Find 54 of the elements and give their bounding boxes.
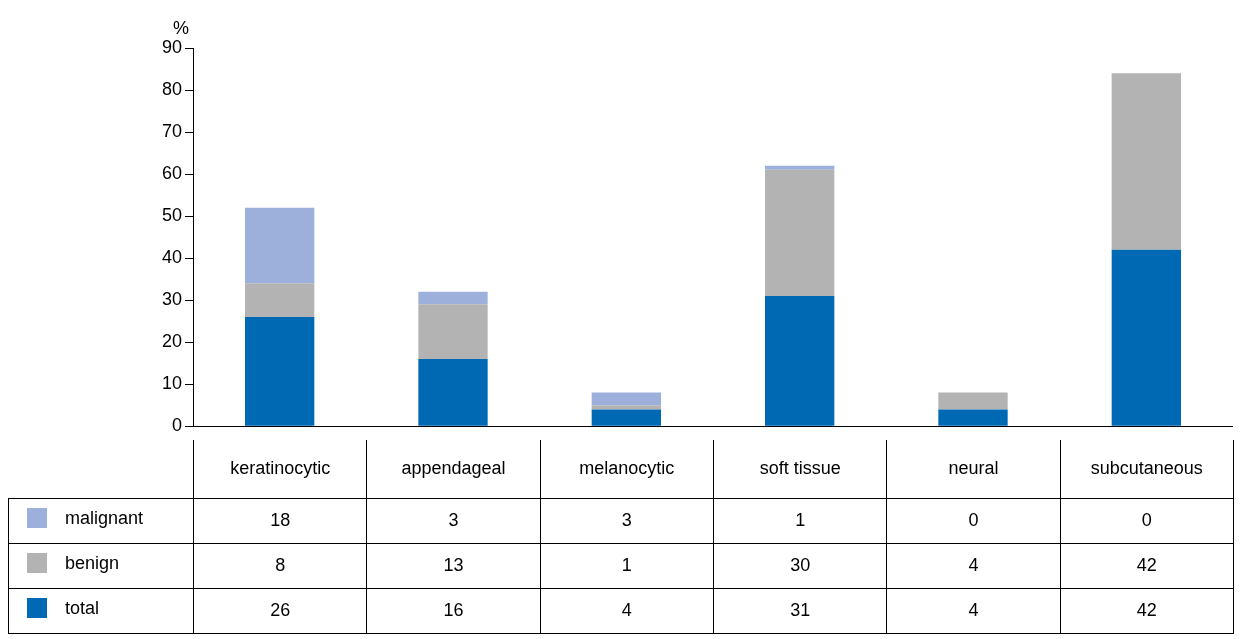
y-tick-label: 50 (161, 205, 182, 226)
bar (245, 207, 315, 284)
x-tick-label: melanocytic (540, 440, 714, 498)
data-label: 3 (366, 498, 541, 543)
data-label: 0 (1060, 498, 1234, 543)
bar (591, 405, 661, 410)
x-tick-label: subcutaneous (1060, 440, 1234, 498)
y-tick-label: 20 (161, 331, 182, 352)
bar (418, 291, 488, 305)
x-tick-label: soft tissue (713, 440, 887, 498)
data-label: 26 (193, 588, 367, 633)
data-label: 4 (540, 588, 714, 633)
data-label: 8 (193, 543, 367, 588)
bar (765, 165, 835, 170)
bar (1111, 249, 1181, 426)
data-label: 18 (193, 498, 367, 543)
y-tick-label: 0 (171, 415, 182, 436)
legend-label: total (65, 597, 100, 619)
y-tick-label: 80 (161, 78, 182, 99)
data-label: 0 (886, 498, 1061, 543)
bar (591, 392, 661, 406)
bar (591, 409, 661, 426)
x-tick-label: neural (886, 440, 1061, 498)
data-label: 31 (713, 588, 887, 633)
y-tick-label: 30 (161, 289, 182, 310)
bar (418, 304, 488, 359)
bar (245, 283, 315, 317)
bar (1111, 73, 1181, 250)
bar (765, 295, 835, 426)
bar (938, 392, 1008, 410)
legend-label: benign (65, 552, 120, 574)
data-label: 42 (1060, 588, 1234, 633)
y-tick-label: 90 (161, 36, 182, 57)
data-label: 13 (366, 543, 541, 588)
bar (938, 409, 1008, 426)
data-label: 42 (1060, 543, 1234, 588)
bar (245, 316, 315, 426)
data-label: 4 (886, 543, 1061, 588)
bar (765, 169, 835, 296)
data-label: 1 (713, 498, 887, 543)
data-label: 3 (540, 498, 714, 543)
x-tick-label: keratinocytic (193, 440, 367, 498)
y-tick-label: 10 (161, 373, 182, 394)
data-label: 1 (540, 543, 714, 588)
y-axis-title: % (172, 18, 190, 38)
y-tick-label: 40 (161, 247, 182, 268)
data-label: 30 (713, 543, 887, 588)
y-tick-label: 70 (161, 121, 182, 142)
y-tick-label: 60 (161, 163, 182, 184)
legend-label: malignant (65, 507, 144, 529)
bar (418, 358, 488, 426)
data-label: 16 (366, 588, 541, 633)
x-tick-label: appendageal (366, 440, 541, 498)
data-label: 4 (886, 588, 1061, 633)
